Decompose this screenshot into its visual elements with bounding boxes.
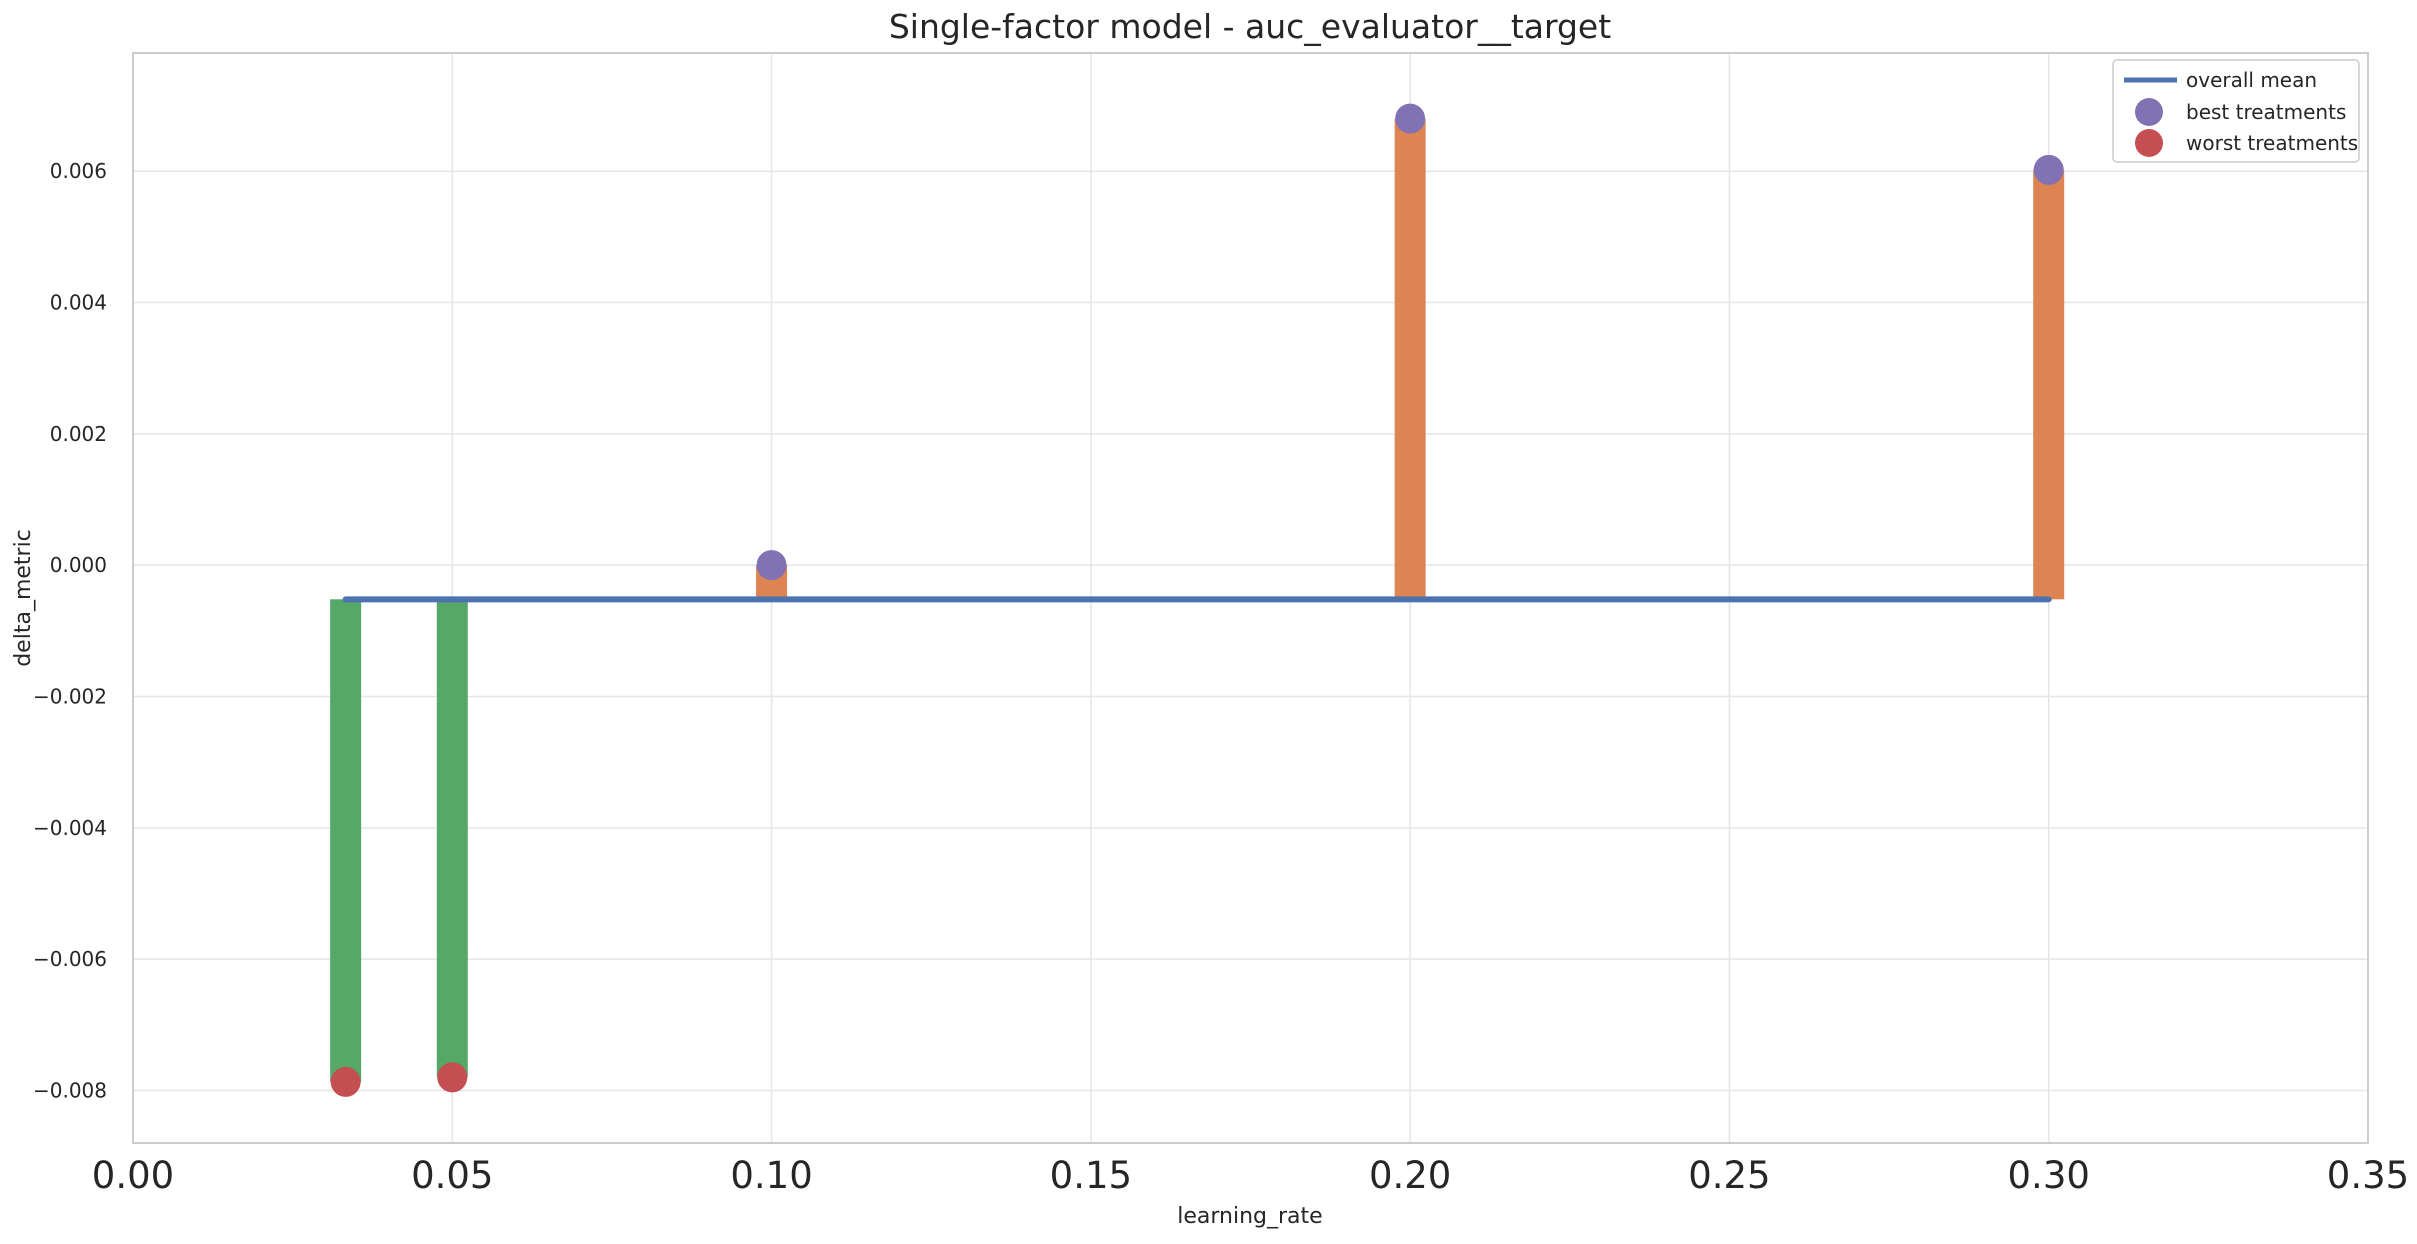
y-tick-label: 0.004 <box>50 291 107 315</box>
y-tick-labels: −0.008 −0.006 −0.004 −0.002 0.000 0.002 0.004 0… <box>33 159 107 1102</box>
x-tick-label: 0.35 <box>2327 1154 2409 1197</box>
x-tick-label: 0.25 <box>1688 1154 1770 1197</box>
x-tick-label: 0.30 <box>2008 1154 2090 1197</box>
y-tick-label: 0.000 <box>50 553 107 577</box>
legend-best-treatments-label: best treatments <box>2186 100 2346 124</box>
bar <box>436 599 468 1078</box>
legend-best-treatments-swatch <box>2135 98 2163 126</box>
x-tick-label: 0.00 <box>92 1154 174 1197</box>
points-layer <box>330 103 2064 1097</box>
x-tick-label: 0.05 <box>411 1154 493 1197</box>
legend-overall-mean-label: overall mean <box>2186 68 2317 92</box>
x-tick-label: 0.15 <box>1050 1154 1132 1197</box>
best-treatment-point <box>1395 103 1426 134</box>
bar <box>1394 118 1426 600</box>
best-treatment-point <box>756 550 787 581</box>
bar <box>330 599 362 1082</box>
worst-treatment-point <box>330 1066 361 1097</box>
y-tick-label: −0.006 <box>33 947 107 971</box>
legend-worst-treatments-label: worst treatments <box>2186 131 2358 155</box>
best-treatment-point <box>2033 154 2064 185</box>
plot-frame <box>132 52 2369 1144</box>
y-tick-label: 0.006 <box>50 159 107 183</box>
y-tick-label: 0.002 <box>50 422 107 446</box>
legend-box <box>2112 59 2360 163</box>
y-tick-label: −0.008 <box>33 1078 107 1102</box>
legend-worst-treatments-swatch <box>2135 129 2163 157</box>
y-tick-label: −0.002 <box>33 684 107 708</box>
bar <box>2033 169 2065 600</box>
x-tick-label: 0.10 <box>730 1154 812 1197</box>
x-tick-label: 0.20 <box>1369 1154 1451 1197</box>
legend: overall mean best treatments worst treat… <box>2112 59 2360 163</box>
x-tick-labels: 0.00 0.05 0.10 0.15 0.20 0.25 0.30 0.35 <box>92 1154 2409 1197</box>
bars-layer <box>330 118 2065 1082</box>
worst-treatment-point <box>437 1062 468 1093</box>
y-tick-label: −0.004 <box>33 816 107 840</box>
chart-title: Single-factor model - auc_evaluator__tar… <box>889 7 1611 46</box>
x-axis-label: learning_rate <box>1177 1204 1322 1229</box>
y-axis-label: delta_metric <box>11 529 36 667</box>
